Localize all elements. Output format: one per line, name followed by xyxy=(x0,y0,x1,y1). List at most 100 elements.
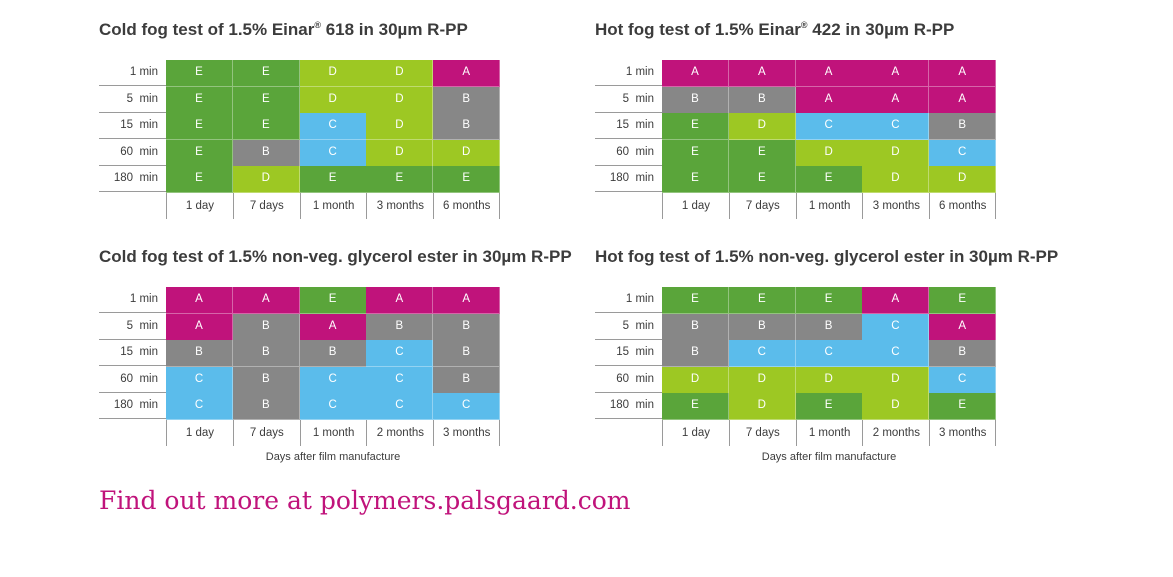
rating-cell: E xyxy=(662,113,729,140)
panel-title: Hot fog test of 1.5% Einar® 422 in 30µm … xyxy=(595,20,955,39)
rating-cell: A xyxy=(862,287,930,314)
rating-cell: D xyxy=(299,60,367,87)
rating-cell: C xyxy=(862,340,930,367)
rating-cell: D xyxy=(366,86,434,114)
rating-cell: C xyxy=(166,393,233,420)
rating-cell: B xyxy=(728,313,796,341)
rating-cell: A xyxy=(662,60,729,87)
column-label: 1 month xyxy=(795,419,863,446)
rating-cell: C xyxy=(366,340,434,367)
row-label: 180 min xyxy=(595,166,662,192)
rating-cell: B xyxy=(433,86,501,114)
rating-cell: B xyxy=(232,139,300,167)
rating-cell: D xyxy=(862,393,930,420)
rating-cell: E xyxy=(728,139,796,167)
rating-cell: B xyxy=(662,86,729,114)
rating-cell: C xyxy=(728,340,796,367)
rating-cell: A xyxy=(366,287,434,314)
rating-cell: A xyxy=(728,60,796,87)
row-label: 5 min xyxy=(595,314,662,340)
rating-cell: C xyxy=(862,313,930,341)
column-label: 3 months xyxy=(366,192,433,219)
column-label: 1 day xyxy=(166,192,233,219)
row-label: 5 min xyxy=(99,87,166,113)
column-label: 1 day xyxy=(662,192,729,219)
rating-cell: E xyxy=(662,139,729,167)
x-axis-label: Days after film manufacture xyxy=(761,450,897,463)
rating-cell: C xyxy=(862,113,930,140)
rating-cell: E xyxy=(433,166,501,193)
rating-cell: E xyxy=(232,113,300,140)
panel-title: Cold fog test of 1.5% non-veg. glycerol … xyxy=(99,247,572,266)
rating-cell: D xyxy=(728,393,796,420)
rating-cell: A xyxy=(929,313,997,341)
rating-cell: B xyxy=(433,113,501,140)
column-label: 6 months xyxy=(433,192,501,219)
column-label: 7 days xyxy=(728,419,796,446)
row-label: 180 min xyxy=(99,166,166,192)
rating-cell: E xyxy=(662,287,729,314)
panel-title: Cold fog test of 1.5% Einar® 618 in 30µm… xyxy=(99,20,468,39)
rating-cell: A xyxy=(299,313,367,341)
rating-cell: B xyxy=(433,340,501,367)
row-label: 180 min xyxy=(595,393,662,419)
row-label: 15 min xyxy=(99,113,166,139)
rating-cell: E xyxy=(728,287,796,314)
footer-link[interactable]: Find out more at polymers.palsgaard.com xyxy=(99,486,631,515)
rating-cell: D xyxy=(366,113,434,140)
rating-cell: E xyxy=(166,60,233,87)
rating-cell: E xyxy=(662,166,729,193)
rating-cell: D xyxy=(662,366,729,394)
column-label: 1 month xyxy=(795,192,863,219)
column-label: 7 days xyxy=(232,419,300,446)
rating-cell: A xyxy=(433,60,501,87)
row-label: 60 min xyxy=(595,140,662,166)
rating-cell: E xyxy=(166,139,233,167)
rating-cell: C xyxy=(366,366,434,394)
rating-cell: D xyxy=(366,60,434,87)
column-label: 2 months xyxy=(862,419,929,446)
rating-cell: D xyxy=(929,166,997,193)
rating-cell: C xyxy=(929,139,997,167)
rating-cell: A xyxy=(166,287,233,314)
rating-cell: E xyxy=(232,86,300,114)
rating-cell: C xyxy=(299,113,367,140)
rating-cell: C xyxy=(795,113,863,140)
rating-cell: A xyxy=(862,86,930,114)
rating-cell: A xyxy=(929,60,997,87)
row-label: 1 min xyxy=(99,60,166,86)
rating-cell: D xyxy=(299,86,367,114)
rating-cell: D xyxy=(232,166,300,193)
row-label: 15 min xyxy=(99,340,166,366)
rating-cell: C xyxy=(433,393,501,420)
rating-cell: B xyxy=(929,340,997,367)
rating-cell: E xyxy=(166,113,233,140)
rating-cell: A xyxy=(166,313,233,341)
rating-cell: B xyxy=(433,366,501,394)
column-label: 1 month xyxy=(299,419,367,446)
rating-cell: A xyxy=(795,86,863,114)
rating-cell: C xyxy=(166,366,233,394)
rating-cell: B xyxy=(929,113,997,140)
rating-cell: C xyxy=(299,366,367,394)
rating-cell: A xyxy=(232,287,300,314)
rating-cell: E xyxy=(795,393,863,420)
rating-cell: D xyxy=(862,139,930,167)
rating-cell: B xyxy=(232,393,300,420)
rating-cell: A xyxy=(433,287,501,314)
rating-cell: D xyxy=(728,366,796,394)
rating-cell: C xyxy=(366,393,434,420)
rating-cell: A xyxy=(862,60,930,87)
row-label: 180 min xyxy=(99,393,166,419)
rating-cell: E xyxy=(366,166,434,193)
row-label: 1 min xyxy=(99,287,166,313)
column-label: 1 month xyxy=(299,192,367,219)
rating-cell: B xyxy=(166,340,233,367)
rating-cell: C xyxy=(795,340,863,367)
row-label: 60 min xyxy=(595,367,662,393)
rating-cell: B xyxy=(299,340,367,367)
row-label: 60 min xyxy=(99,367,166,393)
rating-cell: B xyxy=(232,366,300,394)
column-label: 7 days xyxy=(728,192,796,219)
rating-cell: E xyxy=(929,287,997,314)
